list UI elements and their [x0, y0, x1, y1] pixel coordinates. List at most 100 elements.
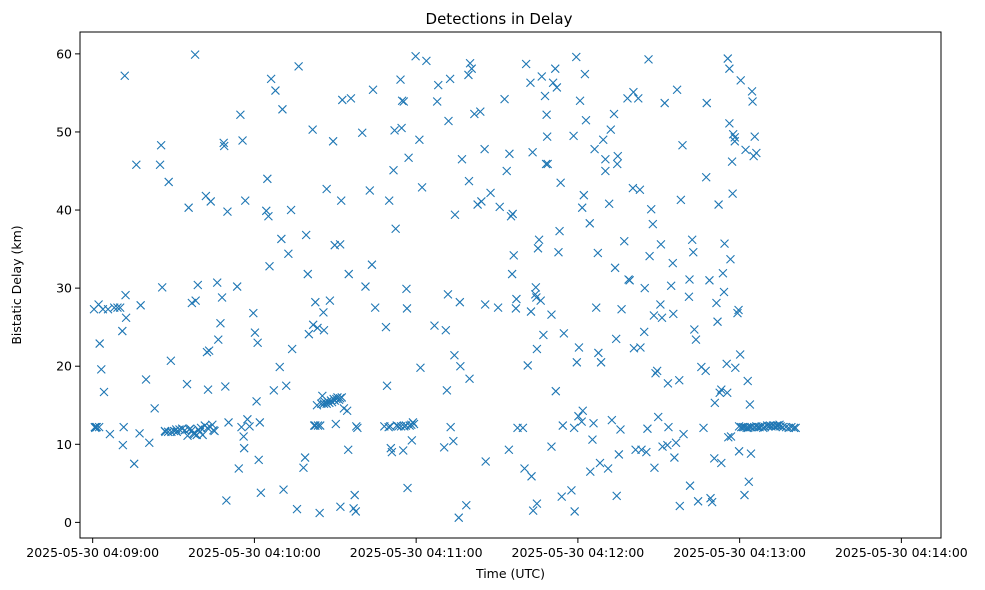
data-point	[709, 453, 719, 463]
data-point	[217, 293, 227, 302]
data-point	[337, 393, 347, 402]
data-point	[480, 300, 490, 309]
data-point	[658, 442, 667, 452]
data-point	[336, 196, 346, 206]
data-point	[409, 419, 419, 429]
data-point	[569, 131, 578, 141]
data-point	[571, 52, 581, 62]
data-point	[636, 343, 645, 352]
data-point	[523, 361, 533, 370]
data-point	[656, 240, 666, 249]
data-point	[579, 190, 589, 200]
data-point	[663, 379, 673, 388]
data-point	[292, 504, 302, 514]
data-point	[719, 287, 729, 297]
data-point	[336, 502, 345, 512]
data-point	[476, 197, 486, 206]
data-point	[387, 447, 397, 457]
data-point	[610, 263, 620, 273]
data-point	[701, 366, 711, 376]
data-point	[600, 166, 610, 176]
data-point	[511, 304, 521, 313]
data-point	[689, 325, 699, 334]
data-point	[542, 110, 552, 120]
data-point	[725, 64, 734, 74]
data-point	[135, 428, 144, 438]
data-point	[404, 153, 413, 163]
data-point	[598, 135, 608, 145]
data-point	[612, 159, 622, 169]
data-point	[141, 375, 151, 384]
data-point	[206, 197, 216, 206]
data-point	[169, 426, 179, 436]
data-point	[555, 226, 564, 236]
data-point	[239, 432, 249, 441]
data-point	[746, 449, 756, 459]
data-point	[645, 251, 654, 261]
data-point	[286, 205, 296, 215]
data-point	[103, 304, 113, 314]
data-point	[687, 235, 697, 245]
data-point	[660, 98, 670, 108]
data-point	[722, 388, 732, 398]
data-point	[216, 318, 225, 328]
data-point	[411, 51, 421, 61]
data-point	[190, 50, 200, 60]
data-point	[569, 423, 579, 433]
data-point	[367, 260, 377, 270]
data-point	[469, 109, 479, 119]
data-point	[450, 350, 459, 360]
data-point	[248, 308, 258, 318]
data-point	[461, 500, 471, 510]
data-point	[442, 386, 452, 395]
y-tick-label: 40	[56, 203, 72, 218]
data-point	[570, 507, 580, 516]
data-point	[773, 421, 783, 430]
x-axis: 2025-05-30 04:09:00 2025-05-30 04:10:00 20…	[26, 538, 968, 560]
data-point	[236, 110, 245, 120]
data-point	[528, 506, 538, 516]
data-point	[589, 418, 598, 428]
data-point	[596, 357, 606, 367]
data-point	[439, 443, 449, 452]
data-point	[303, 269, 313, 279]
data-point	[480, 144, 490, 154]
data-point	[619, 236, 629, 246]
data-point	[593, 348, 603, 358]
data-point	[532, 499, 542, 509]
data-point	[548, 78, 558, 88]
data-point	[422, 56, 431, 66]
y-tick-label: 20	[56, 359, 72, 374]
data-point	[370, 303, 380, 313]
data-point	[715, 388, 725, 398]
data-point	[457, 154, 467, 164]
data-point	[550, 64, 560, 74]
data-point	[433, 80, 443, 90]
data-point	[530, 289, 540, 299]
data-point	[629, 87, 638, 97]
data-point	[723, 54, 733, 63]
x-tick-label: 2025-05-30 04:14:00	[835, 545, 968, 560]
data-point	[252, 396, 261, 406]
data-point	[542, 132, 552, 142]
data-point	[391, 224, 401, 234]
data-point	[213, 335, 223, 345]
data-point	[574, 343, 584, 352]
data-point	[666, 281, 676, 291]
data-point	[726, 432, 736, 441]
data-point	[588, 435, 597, 444]
data-point	[120, 71, 130, 81]
data-point	[743, 376, 753, 386]
data-point	[261, 206, 271, 216]
data-point	[131, 160, 141, 170]
data-point	[203, 385, 213, 395]
data-point	[156, 140, 166, 150]
data-point	[512, 294, 521, 304]
data-point	[726, 254, 735, 264]
data-point	[526, 307, 536, 316]
data-point	[221, 496, 231, 505]
data-point	[705, 275, 714, 285]
data-point	[504, 445, 514, 455]
data-point	[580, 69, 590, 79]
data-point	[577, 417, 587, 427]
